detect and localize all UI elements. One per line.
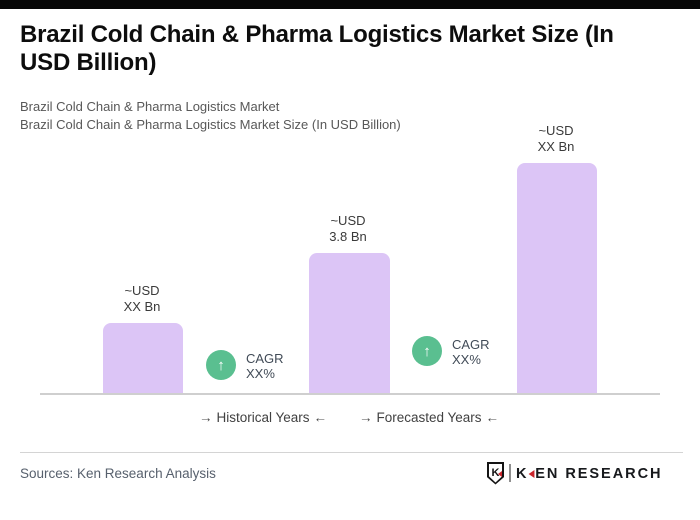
brand-wordmark: K EN RESEARCH xyxy=(516,465,663,482)
logo-separator xyxy=(509,464,511,482)
bar-value-line1: ~USD xyxy=(124,283,160,298)
ken-research-logo: K K EN RESEARCH xyxy=(487,460,667,486)
left-arrow-icon: ← xyxy=(313,410,328,425)
bar-value-label-base-year: ~USD 3.8 Bn xyxy=(293,213,403,245)
right-arrow-icon: → xyxy=(358,410,373,425)
period-label-forecasted: → Forecasted Years ← xyxy=(329,409,529,426)
right-arrow-icon: → xyxy=(198,410,213,425)
red-triangle-icon xyxy=(528,469,535,478)
x-axis-baseline xyxy=(40,393,660,395)
cagr-badge-historical: ↑ CAGR XX% xyxy=(206,350,284,381)
bar-value-line2: XX Bn xyxy=(537,139,575,154)
bar-value-line2: 3.8 Bn xyxy=(329,229,367,244)
bar-historical-start xyxy=(103,323,183,393)
red-triangle-icon xyxy=(498,470,502,477)
page-title-line1: Brazil Cold Chain & Pharma Logistics Mar… xyxy=(20,21,614,48)
sources-text: Sources: Ken Research Analysis xyxy=(20,466,216,481)
bar-value-line2: XX Bn xyxy=(123,299,161,314)
up-arrow-icon: ↑ xyxy=(423,342,431,360)
page-title-line2: USD Billion) xyxy=(20,49,157,76)
cagr-label-line2: XX% xyxy=(246,366,275,381)
bar-value-label-forecast: ~USD XX Bn xyxy=(501,123,611,155)
ken-research-badge-icon: K xyxy=(487,461,504,485)
page-title: Brazil Cold Chain & Pharma Logistics Mar… xyxy=(20,21,692,77)
brand-rest: EN RESEARCH xyxy=(535,464,663,482)
left-arrow-icon: ← xyxy=(485,410,500,425)
cagr-label-line1: CAGR xyxy=(246,351,284,366)
top-bar xyxy=(0,0,700,9)
cagr-badge-forecast: ↑ CAGR XX% xyxy=(412,336,490,367)
cagr-label: CAGR XX% xyxy=(246,350,284,381)
chart-subtitle-market: Brazil Cold Chain & Pharma Logistics Mar… xyxy=(20,99,280,114)
up-arrow-circle: ↑ xyxy=(206,350,236,380)
cagr-label-line2: XX% xyxy=(452,352,481,367)
bar-forecast-end xyxy=(517,163,597,393)
bar-value-line1: ~USD xyxy=(330,213,366,228)
badge-inner: K xyxy=(489,463,502,483)
cagr-label-line1: CAGR xyxy=(452,337,490,352)
chart-subtitle-size: Brazil Cold Chain & Pharma Logistics Mar… xyxy=(20,117,401,132)
bar-value-line1: ~USD xyxy=(538,123,574,138)
up-arrow-circle: ↑ xyxy=(412,336,442,366)
period-label-historical: → Historical Years ← xyxy=(163,409,363,426)
up-arrow-icon: ↑ xyxy=(217,356,225,374)
brand-k: K xyxy=(516,464,529,482)
cagr-label: CAGR XX% xyxy=(452,336,490,367)
period-text: Forecasted Years xyxy=(376,410,482,425)
bar-base-year xyxy=(309,253,390,393)
bar-value-label-historical: ~USD XX Bn xyxy=(87,283,197,315)
footer-divider xyxy=(20,452,683,453)
period-text: Historical Years xyxy=(216,410,310,425)
badge-letter: K xyxy=(491,466,500,479)
